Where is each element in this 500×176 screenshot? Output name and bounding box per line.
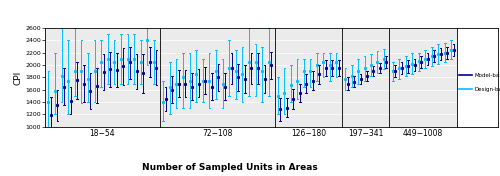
Text: Model-based: Model-based xyxy=(474,73,500,78)
Text: Design-based: Design-based xyxy=(474,87,500,92)
Text: Number of Sampled Units in Areas: Number of Sampled Units in Areas xyxy=(142,164,318,172)
X-axis label: 197−341: 197−341 xyxy=(348,130,384,139)
X-axis label: 18−54: 18−54 xyxy=(90,130,115,139)
Y-axis label: CPI: CPI xyxy=(14,70,22,84)
X-axis label: 72−108: 72−108 xyxy=(202,130,232,139)
X-axis label: 449−1008: 449−1008 xyxy=(403,130,444,139)
X-axis label: 126−180: 126−180 xyxy=(291,130,326,139)
